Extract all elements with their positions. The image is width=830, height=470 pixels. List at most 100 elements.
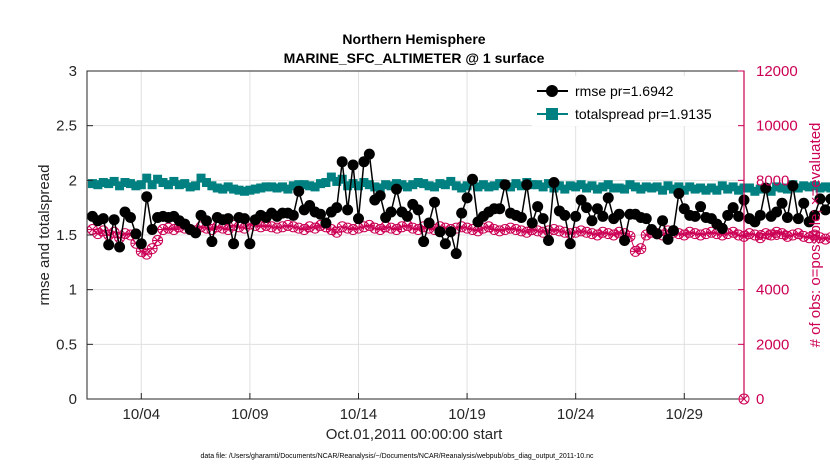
y-tick-label: 2.5 [56,118,77,135]
point-totalspread [706,183,716,193]
point-totalspread [397,180,407,190]
point-totalspread [663,181,673,191]
point-rmse [347,159,359,171]
point-totalspread [163,180,173,190]
point-totalspread [87,179,97,189]
point-rmse [342,204,354,216]
point-totalspread [625,180,635,190]
point-totalspread [511,179,521,189]
point-totalspread [782,184,792,194]
point-rmse [640,213,652,225]
point-totalspread [777,183,787,193]
point-totalspread [386,181,396,191]
point-rmse [135,238,147,250]
point-totalspread [576,180,586,190]
point-totalspread [815,183,825,193]
point-totalspread [826,183,830,193]
point-totalspread [98,178,108,188]
point-rmse [581,202,593,214]
point-totalspread [402,182,412,192]
x-tick-label: 10/29 [665,406,703,423]
point-rmse [445,226,457,238]
y-tick-label: 0 [69,391,77,408]
point-rmse [825,193,830,205]
point-totalspread [598,182,608,192]
point-rmse [819,204,830,216]
point-totalspread [147,180,157,190]
point-totalspread [305,181,315,191]
point-totalspread [218,184,228,194]
point-rmse [760,182,772,194]
point-totalspread [734,185,744,195]
point-totalspread [717,181,727,191]
point-rmse [613,208,625,220]
point-rmse [695,201,707,213]
point-rmse [543,234,555,246]
point-rmse [771,206,783,218]
point-rmse [809,209,821,221]
point-totalspread [641,182,651,192]
legend: rmse pr=1.6942 totalspread pr=1.9135 [532,76,738,126]
point-totalspread [571,182,581,192]
point-totalspread [115,181,125,191]
point-evaluated [152,236,163,245]
x-tick-label: 10/09 [231,406,269,423]
y2-tick-label: 8000 [756,172,789,189]
point-rmse [727,202,739,214]
point-totalspread [647,183,657,193]
point-totalspread [744,183,754,193]
point-totalspread [413,178,423,188]
point-totalspread [620,184,630,194]
point-rmse [358,156,370,168]
point-rmse [515,212,527,224]
point-rmse [526,217,538,229]
point-rmse [662,233,674,245]
point-totalspread [462,181,472,191]
point-rmse [331,202,343,214]
point-totalspread [636,184,646,194]
point-rmse [222,213,234,225]
point-rmse [429,196,441,208]
point-totalspread [364,180,374,190]
point-rmse [798,197,810,209]
point-rmse [575,194,587,206]
point-totalspread [120,178,130,188]
point-rmse [141,191,153,203]
point-totalspread [294,180,304,190]
point-totalspread [315,179,325,189]
y-axis-label: rmse and totalspread [36,165,53,306]
point-totalspread [652,182,662,192]
point-totalspread [109,176,119,186]
chart-title: Northern Hemisphere [342,31,485,47]
point-totalspread [679,185,689,195]
y2-tick-label: 10000 [756,118,798,135]
point-totalspread [609,183,619,193]
point-rmse [439,238,451,250]
point-totalspread [196,173,206,183]
point-totalspread [495,179,505,189]
point-totalspread [506,182,516,192]
point-rmse [591,203,603,215]
x-tick-label: 10/04 [123,406,161,423]
point-totalspread [239,186,249,196]
x-tick-label: 10/14 [340,406,378,423]
point-totalspread [451,181,461,191]
point-rmse [200,215,212,227]
legend-label-rmse: rmse pr=1.6942 [575,83,674,99]
point-totalspread [234,185,244,195]
y-tick-label: 2 [69,172,77,189]
point-totalspread [250,184,260,194]
point-rmse [390,183,402,195]
chart-subtitle: MARINE_SFC_ALTIMETER @ 1 surface [284,50,545,66]
point-rmse [206,236,218,248]
point-totalspread [104,179,114,189]
point-totalspread [430,182,440,192]
point-totalspread [793,183,803,193]
point-rmse [320,217,332,229]
point-totalspread [804,182,814,192]
point-rmse [564,238,576,250]
point-totalspread [424,181,434,191]
point-rmse [130,228,142,240]
right-axis: 0 2000 4000 6000 8000 10000 12000 [738,63,798,408]
point-totalspread [592,184,602,194]
